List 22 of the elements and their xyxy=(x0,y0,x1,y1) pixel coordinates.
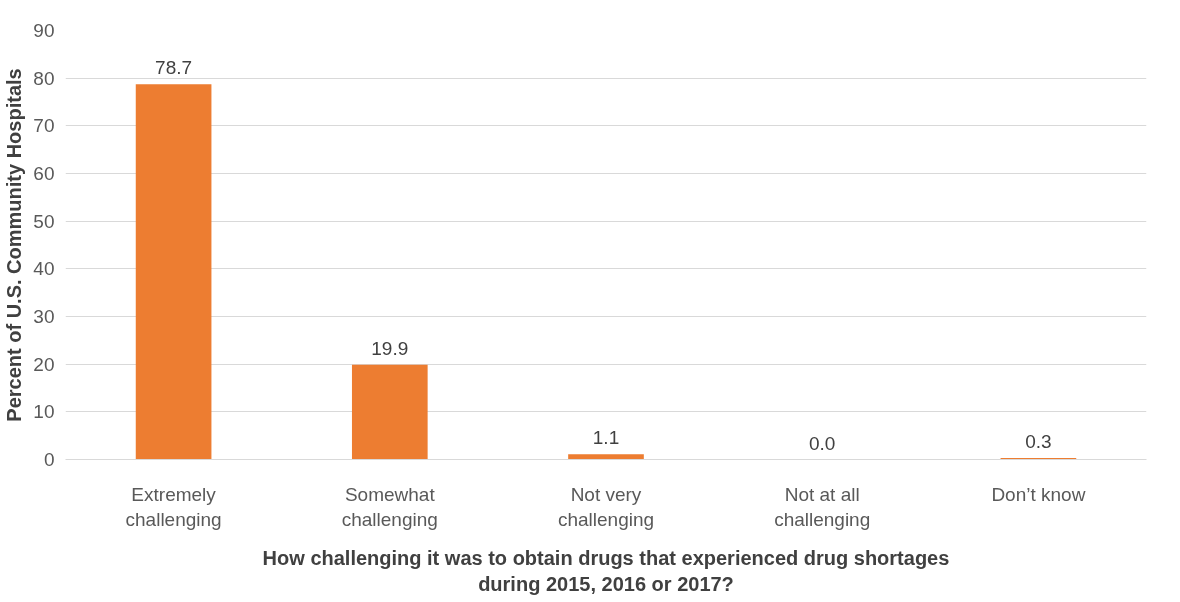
y-tick-label: 40 xyxy=(33,258,55,280)
y-tick-label: 60 xyxy=(33,163,55,184)
y-tick-label: 80 xyxy=(33,67,55,89)
x-tick-label: Not very challenging xyxy=(557,483,655,530)
x-tick-label: Don’t know xyxy=(991,483,1086,505)
y-tick-label: 0 xyxy=(43,449,55,470)
x-axis-title: How challenging it was to obtain drugs that experienced drug shortages during 2015, 2016 or 2017? xyxy=(262,546,950,596)
y-tick-label: 20 xyxy=(33,353,55,375)
y-tick-label: 10 xyxy=(33,401,55,423)
data-label: 0.3 xyxy=(1025,431,1052,453)
y-tick-label: 30 xyxy=(33,306,55,327)
x-tick-label: Extremely challenging xyxy=(125,483,222,530)
y-axis-title: Percent of U.S. Community Hospitals xyxy=(3,68,26,422)
y-tick-label: 90 xyxy=(33,20,55,41)
x-tick-label: Somewhat challenging xyxy=(341,483,438,530)
x-tick-label: Not at all challenging xyxy=(774,483,871,530)
y-tick-label: 70 xyxy=(33,115,55,137)
y-tick-label: 50 xyxy=(33,210,55,232)
data-label: 78.7 xyxy=(155,57,193,79)
data-label: 19.9 xyxy=(371,337,409,359)
data-label: 1.1 xyxy=(592,427,620,449)
data-label: 0.0 xyxy=(808,432,836,454)
